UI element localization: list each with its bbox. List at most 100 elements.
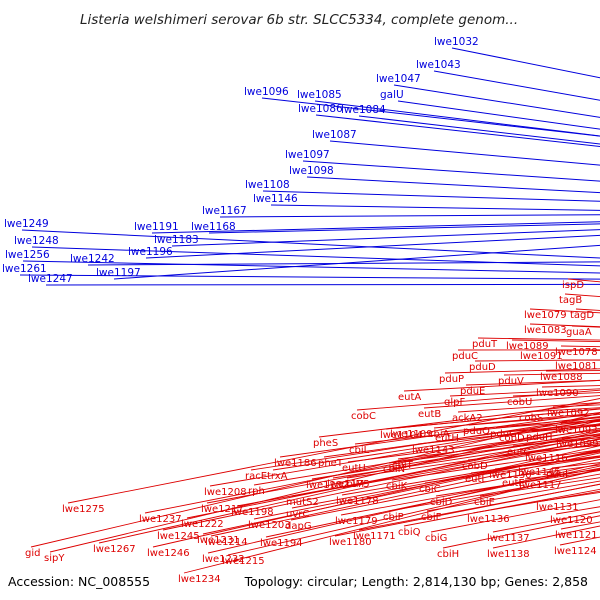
- gene-label[interactable]: lwe1091: [520, 351, 563, 362]
- gene-label[interactable]: lwe1232: [202, 554, 245, 565]
- gene-label[interactable]: lwe1120: [550, 515, 593, 526]
- gene-label[interactable]: lwe1083: [524, 325, 567, 336]
- gene-label[interactable]: lwe1109: [390, 429, 433, 440]
- gene-label[interactable]: lwe1104: [380, 430, 423, 441]
- gene-label[interactable]: lwe1130: [489, 470, 532, 481]
- gene-label[interactable]: racE: [245, 471, 267, 482]
- gene-label[interactable]: lwe1171: [353, 531, 396, 542]
- gene-label[interactable]: lwe1043: [416, 59, 461, 71]
- gene-label[interactable]: lwe1183: [154, 234, 199, 246]
- gene-label[interactable]: cbiH: [437, 549, 459, 560]
- gene-label[interactable]: lwe1078: [555, 347, 598, 358]
- gene-label[interactable]: lwe1081: [555, 361, 598, 372]
- gene-label[interactable]: lwe1032: [434, 36, 479, 48]
- gene-label[interactable]: lwe1242: [70, 253, 115, 265]
- gene-label[interactable]: lwe1197: [96, 267, 141, 279]
- gene-label[interactable]: lwe1117: [519, 480, 562, 491]
- gene-label[interactable]: ackA2: [452, 413, 483, 424]
- gene-label[interactable]: pduV: [498, 376, 524, 387]
- gene-label[interactable]: lwe1175: [327, 479, 370, 490]
- gene-label[interactable]: eutC: [507, 447, 530, 458]
- gene-label[interactable]: lwe1234: [178, 574, 221, 585]
- gene-label[interactable]: lwe1179: [335, 516, 378, 527]
- gene-label[interactable]: cobU: [507, 397, 532, 408]
- gene-label[interactable]: lwe1098: [289, 165, 334, 177]
- gene-label[interactable]: lwe1167: [202, 205, 247, 217]
- gene-label[interactable]: lwe1249: [4, 218, 49, 230]
- gene-label[interactable]: guaA: [566, 327, 592, 338]
- gene-label[interactable]: lwe1245: [157, 531, 200, 542]
- gene-label[interactable]: cbiD: [430, 497, 453, 508]
- gene-label[interactable]: lwe1079: [524, 310, 567, 321]
- gene-label[interactable]: lwe1085: [297, 89, 342, 101]
- gene-label[interactable]: pduT: [472, 339, 498, 350]
- gene-label[interactable]: lwe1097: [285, 149, 330, 161]
- gene-label[interactable]: lwe1168: [191, 221, 236, 233]
- gene-label[interactable]: lwe1092: [547, 408, 590, 419]
- gene-label[interactable]: lwe1089: [506, 341, 549, 352]
- gene-label[interactable]: glpF: [444, 397, 465, 408]
- gene-label[interactable]: pheS: [313, 438, 338, 449]
- gene-label[interactable]: eutH: [435, 433, 459, 444]
- gene-label[interactable]: eutB: [418, 409, 441, 420]
- gene-label[interactable]: trxA: [267, 471, 288, 482]
- gene-label[interactable]: cobS: [519, 413, 543, 424]
- gene-label[interactable]: pduC: [452, 351, 478, 362]
- gene-label[interactable]: lwe1124: [554, 546, 597, 557]
- gene-label[interactable]: mutS2: [286, 497, 319, 508]
- gene-label[interactable]: lwe1215: [222, 556, 265, 567]
- gene-label[interactable]: eutA: [398, 392, 421, 403]
- gene-label[interactable]: lwe1191: [134, 221, 179, 233]
- gene-label[interactable]: lwe1198: [231, 507, 274, 518]
- gene-label[interactable]: lwe1214: [205, 537, 248, 548]
- gene-label[interactable]: lwe1222: [181, 519, 224, 530]
- gene-label[interactable]: lwe1143: [412, 445, 455, 456]
- gene-label[interactable]: cbiE: [474, 497, 495, 508]
- gene-label[interactable]: pduP: [439, 374, 464, 385]
- gene-label[interactable]: lwe1196: [128, 246, 173, 258]
- gene-label[interactable]: pduD: [469, 362, 496, 373]
- gene-label[interactable]: cobD: [499, 433, 525, 444]
- gene-label[interactable]: lwe1116: [525, 453, 568, 464]
- gene-label[interactable]: ispD: [562, 280, 584, 291]
- gene-label[interactable]: lwe1093: [555, 425, 598, 436]
- gene-label[interactable]: lwe1248: [14, 235, 59, 247]
- gene-label[interactable]: sipY: [44, 553, 65, 564]
- gene-label[interactable]: tagD: [570, 310, 594, 321]
- gene-label[interactable]: lwe1146: [253, 193, 298, 205]
- gene-label[interactable]: lwe1256: [5, 249, 50, 261]
- gene-label[interactable]: lwe1267: [93, 544, 136, 555]
- gene-label[interactable]: lwe1275: [62, 504, 105, 515]
- gene-label[interactable]: lwe1208: [204, 487, 247, 498]
- gene-label[interactable]: lwe1088: [540, 372, 583, 383]
- gene-label[interactable]: cbiG: [425, 533, 447, 544]
- gene-label[interactable]: lwe1261: [2, 263, 47, 275]
- gene-label[interactable]: lwe1247: [28, 273, 73, 285]
- gene-label[interactable]: cbiK: [386, 481, 408, 492]
- gene-label[interactable]: lwe1136: [467, 514, 510, 525]
- gene-label[interactable]: lwe1084: [341, 104, 386, 116]
- gene-label[interactable]: pheT: [318, 458, 344, 469]
- gene-label[interactable]: gid: [25, 548, 40, 559]
- gene-label[interactable]: lwe1203: [248, 520, 291, 531]
- gene-label[interactable]: lwe1087: [312, 129, 357, 141]
- gene-label[interactable]: lwe1096: [244, 86, 289, 98]
- gene-label[interactable]: lwe1108: [245, 179, 290, 191]
- gene-label[interactable]: lwe1121: [555, 530, 598, 541]
- gene-label[interactable]: lwe1180: [329, 537, 372, 548]
- gene-label[interactable]: galU: [380, 89, 404, 101]
- gene-label[interactable]: lwe1217: [201, 504, 244, 515]
- gene-label[interactable]: lwe1194: [260, 538, 303, 549]
- gene-label[interactable]: cbiQ: [398, 527, 421, 538]
- gene-label[interactable]: pduQ: [463, 426, 490, 437]
- gene-label[interactable]: lwe1138: [487, 549, 530, 560]
- gene-label[interactable]: cbiL: [349, 445, 370, 456]
- gene-label[interactable]: cobC: [351, 411, 376, 422]
- gene-label[interactable]: lwe1237: [139, 514, 182, 525]
- gene-label[interactable]: lwe1246: [147, 548, 190, 559]
- gene-label[interactable]: lwe1137: [487, 533, 530, 544]
- gene-label[interactable]: lwe1047: [376, 73, 421, 85]
- gene-label[interactable]: tagB: [559, 295, 582, 306]
- gene-label[interactable]: dapG: [285, 521, 312, 532]
- gene-label[interactable]: pduE: [460, 386, 485, 397]
